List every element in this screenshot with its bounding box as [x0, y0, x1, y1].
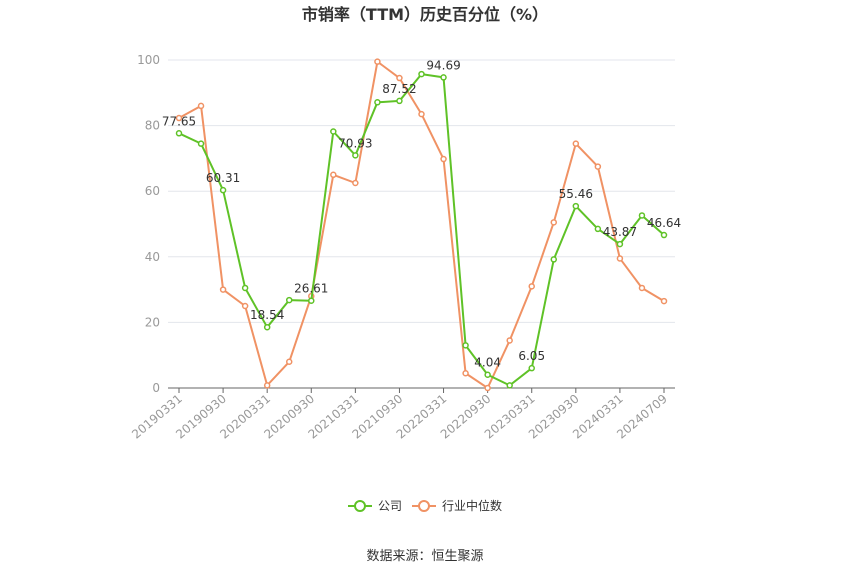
- data-point: [175, 114, 183, 122]
- data-label: 60.31: [206, 171, 240, 185]
- data-point: [594, 163, 602, 170]
- series-line-0: [178, 73, 665, 387]
- y-tick-label: 20: [145, 315, 160, 329]
- legend-marker: [354, 500, 366, 512]
- data-point: [352, 179, 359, 187]
- data-point: [506, 337, 513, 344]
- data-point: [528, 283, 535, 290]
- data-point: [219, 186, 227, 194]
- data-labels: 77.65 60.31 18.54 26.61 70.93 87.52 94.69 4.04 6…: [162, 58, 681, 369]
- data-label: 26.61: [294, 282, 328, 296]
- data-point: [660, 231, 668, 239]
- data-point: [594, 225, 602, 233]
- data-point: [484, 371, 491, 378]
- legend-marker: [418, 500, 430, 512]
- data-point: [330, 128, 337, 135]
- data-point: [572, 202, 580, 210]
- data-point: [352, 152, 359, 159]
- data-point: [616, 240, 624, 248]
- data-point: [285, 358, 293, 366]
- data-point: [528, 364, 535, 372]
- data-label: 6.05: [518, 349, 545, 363]
- data-point: [285, 296, 293, 304]
- grid: [168, 59, 675, 323]
- data-point: [638, 284, 646, 292]
- data-point: [396, 74, 403, 82]
- legend: 公司 行业中位数: [348, 498, 502, 513]
- source-note: 数据来源：恒生聚源: [366, 549, 483, 564]
- data-label: 77.65: [162, 114, 196, 128]
- data-label: 18.54: [250, 308, 284, 322]
- data-label: 43.87: [603, 225, 637, 239]
- data-point: [396, 97, 403, 105]
- data-point: [440, 155, 447, 163]
- data-label: 46.64: [647, 216, 681, 230]
- data-point: [241, 284, 249, 292]
- data-point: [550, 219, 558, 226]
- data-label: 55.46: [559, 187, 593, 201]
- data-point: [462, 342, 469, 349]
- data-label: 4.04: [474, 356, 501, 370]
- series-lines: [175, 58, 668, 392]
- axes: 0204060801002019033120190930202003312020…: [129, 53, 675, 442]
- y-tick-label: 0: [152, 381, 160, 395]
- data-point: [616, 255, 624, 262]
- y-tick-label: 60: [145, 184, 160, 198]
- data-label: 94.69: [426, 58, 460, 72]
- data-point: [550, 256, 558, 263]
- data-point: [330, 171, 337, 179]
- data-point: [440, 74, 447, 81]
- y-tick-label: 100: [137, 53, 160, 67]
- data-point: [263, 323, 271, 331]
- data-point: [374, 58, 381, 65]
- chart-title: 市销率（TTM）历史百分位（%）: [302, 5, 548, 24]
- data-point: [572, 140, 580, 147]
- y-tick-label: 40: [145, 250, 160, 264]
- legend-label: 行业中位数: [442, 498, 502, 513]
- data-point: [241, 302, 249, 310]
- data-point: [263, 382, 271, 389]
- data-point: [418, 110, 425, 118]
- data-point: [197, 102, 205, 110]
- data-point: [175, 130, 183, 137]
- data-point: [506, 382, 513, 389]
- data-point: [660, 297, 668, 305]
- series-line-1: [178, 60, 665, 389]
- data-point: [219, 286, 227, 293]
- legend-label: 公司: [378, 499, 402, 513]
- data-point: [197, 140, 205, 147]
- data-point: [418, 70, 425, 78]
- data-point: [462, 369, 469, 377]
- data-point: [374, 99, 381, 106]
- data-point: [308, 297, 315, 304]
- y-tick-label: 80: [145, 119, 160, 133]
- data-point: [638, 212, 646, 219]
- data-point: [484, 384, 491, 392]
- data-label: 70.93: [338, 136, 372, 150]
- data-label: 87.52: [382, 82, 416, 96]
